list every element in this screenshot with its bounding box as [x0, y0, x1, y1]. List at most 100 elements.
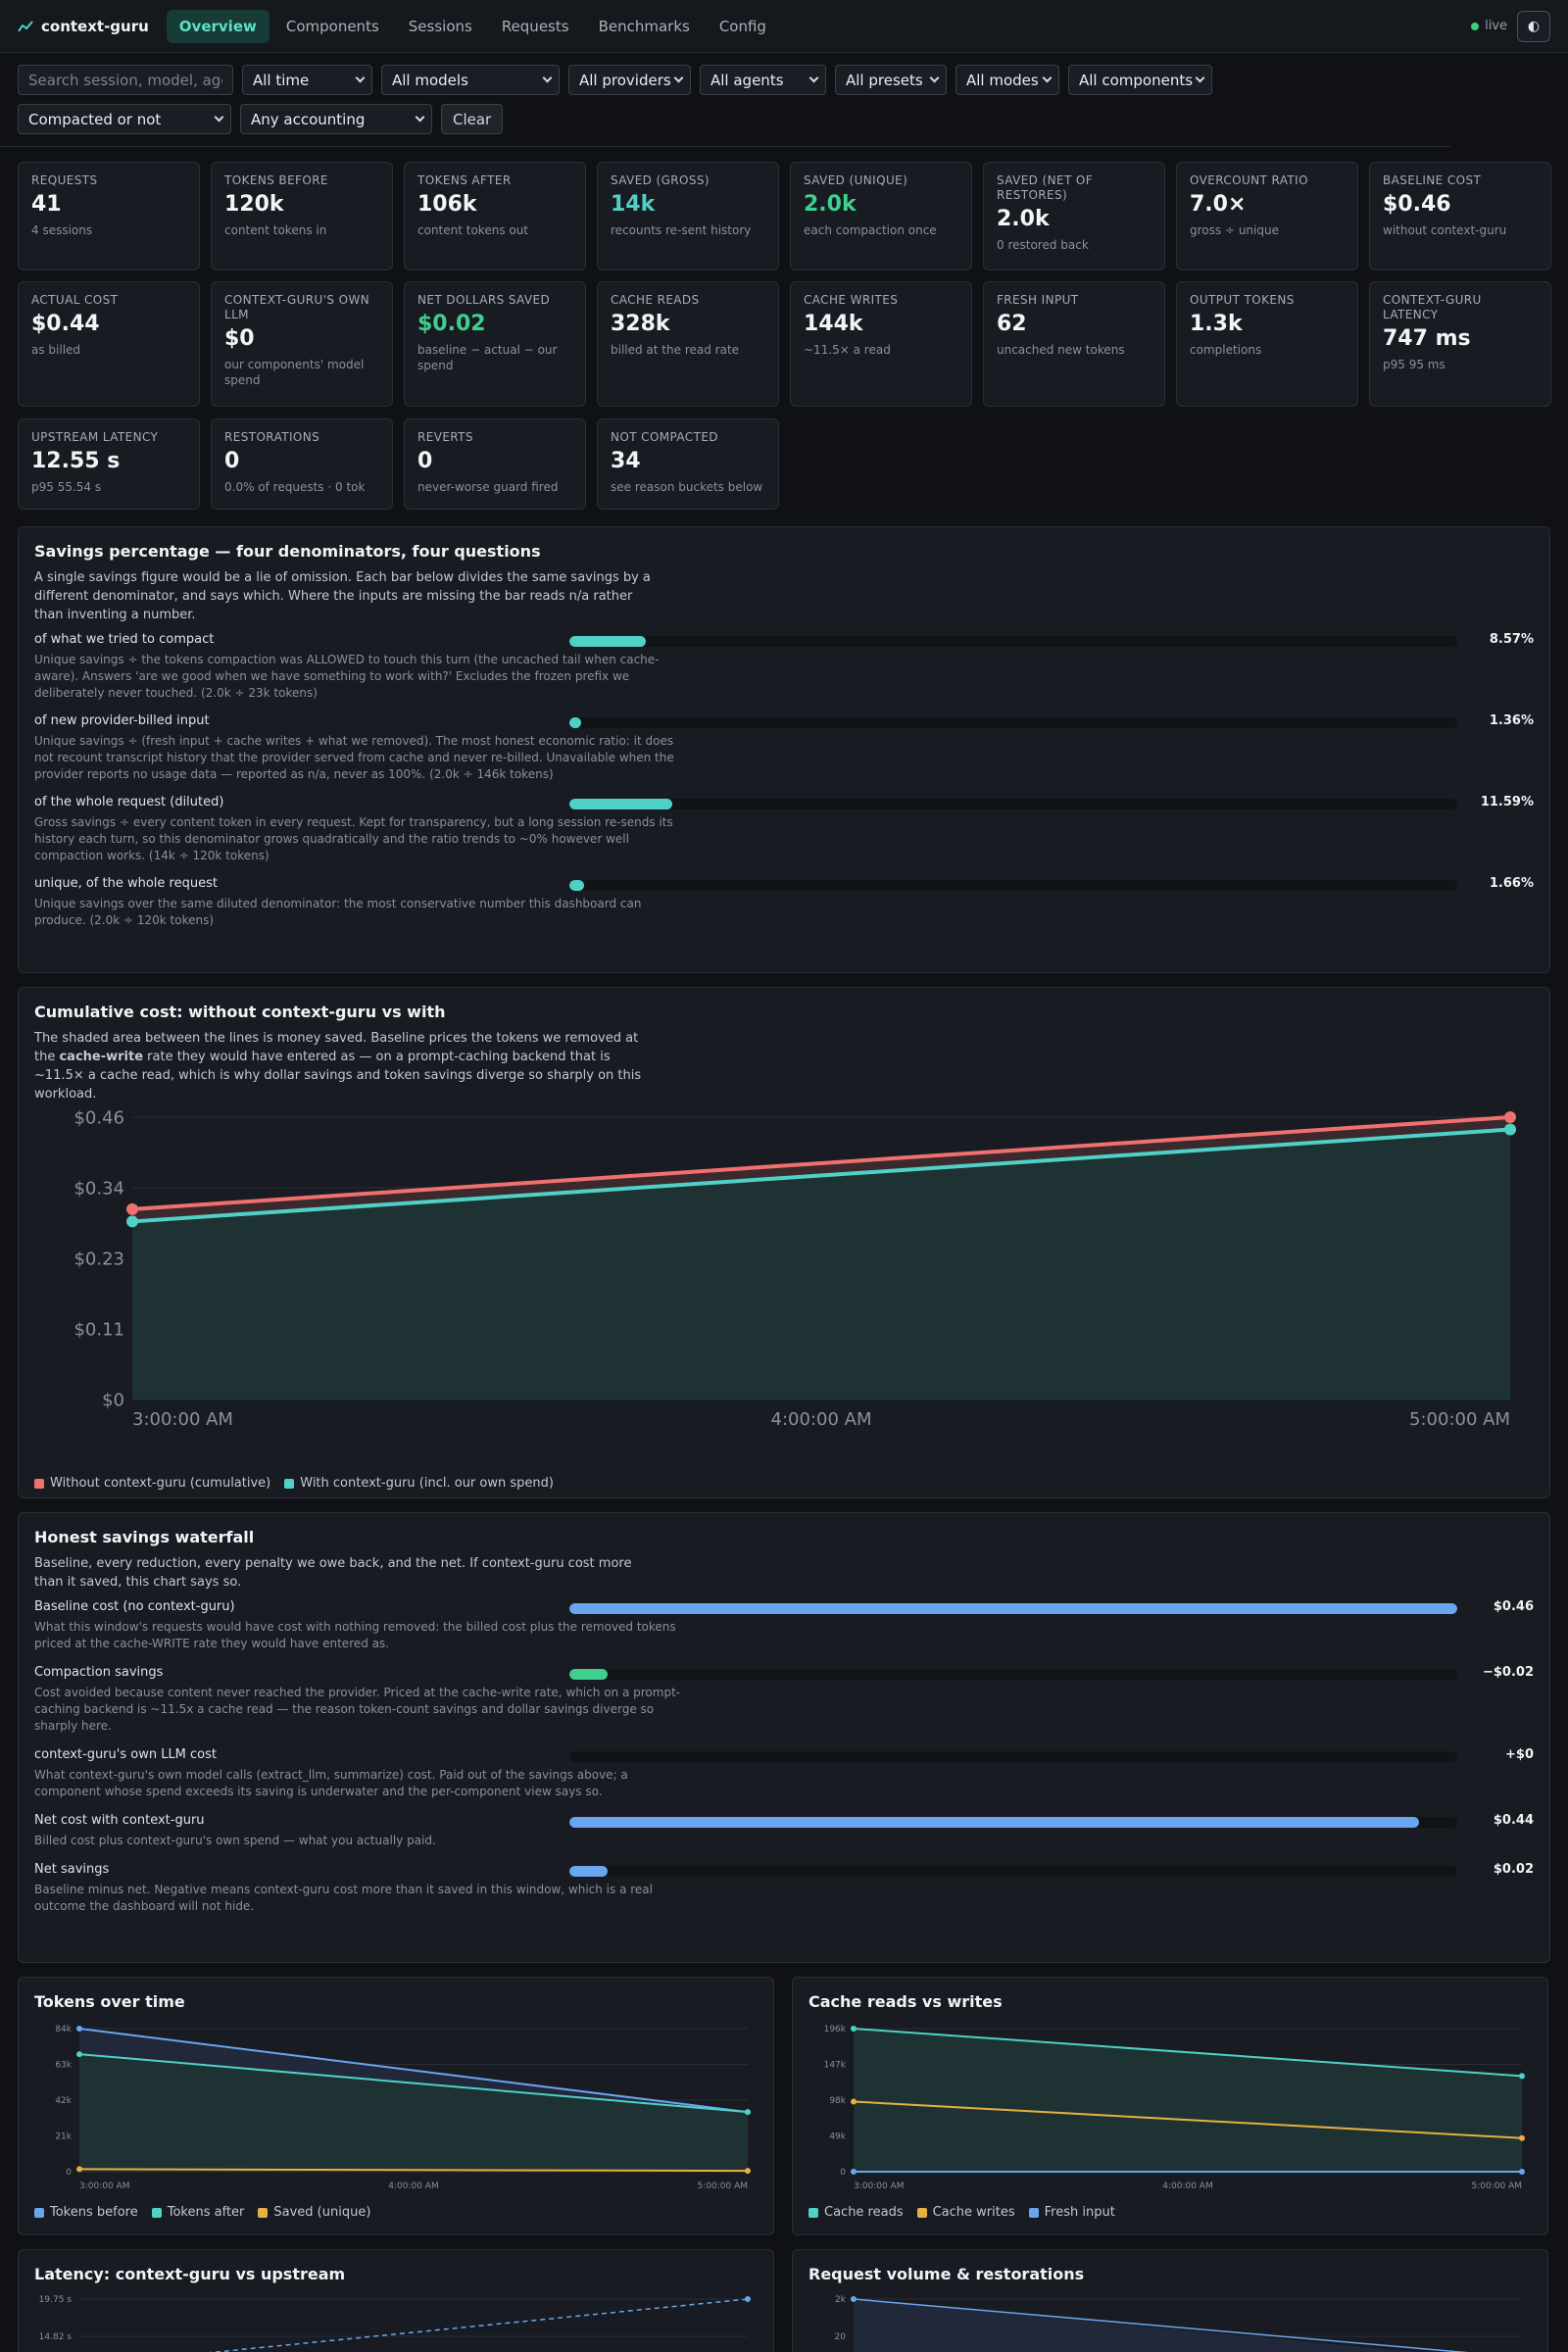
kpi-card-saved-unique-[interactable]: Saved (unique) 2.0k each compaction once — [790, 162, 972, 270]
kpi-card-output-tokens[interactable]: Output tokens 1.3k completions — [1176, 281, 1358, 407]
kpi-label: Saved (gross) — [611, 173, 710, 187]
kpi-card-context-guru-s-own-llm[interactable]: Context-guru's own LLM $0 our components' … — [211, 281, 393, 407]
y-tick-label: 49k — [829, 2132, 846, 2142]
filter-select-all-modes[interactable]: All modes — [956, 65, 1059, 95]
chevron-down-icon — [542, 73, 553, 83]
data-point[interactable] — [851, 2098, 857, 2105]
legend-item-fresh-input[interactable]: Fresh input — [1028, 2205, 1115, 2220]
kpi-card-cache-reads[interactable]: Cache reads 328k billed at the read rate — [597, 281, 779, 407]
kpi-sub: as billed — [31, 343, 81, 357]
data-point[interactable] — [126, 1202, 138, 1215]
nav-tab-sessions[interactable]: Sessions — [408, 17, 472, 35]
legend-item-tokens-before[interactable]: Tokens before — [34, 2205, 138, 2220]
filter-select-value: Compacted or not — [28, 110, 162, 128]
theme-toggle-button[interactable]: ◐ — [1517, 10, 1550, 42]
kpi-label: Upstream latency — [31, 430, 159, 444]
x-tick-label: 5:00:00 AM — [698, 2181, 748, 2191]
filter-select-value: All models — [392, 71, 468, 89]
savings-bar-label: of new provider-billed input — [34, 713, 210, 728]
data-point[interactable] — [76, 2026, 82, 2032]
legend-swatch — [916, 2207, 927, 2218]
kpi-card-tokens-after[interactable]: Tokens after 106k content tokens out — [404, 162, 586, 270]
kpi-card-context-guru-latency[interactable]: Context-guru latency 747 ms p95 95 ms — [1369, 281, 1551, 407]
brand[interactable]: context-guru — [18, 18, 149, 35]
filter-bar: Search session, model, age All time All m… — [0, 53, 1450, 147]
series-line-1 — [131, 1127, 1511, 1224]
kpi-card-actual-cost[interactable]: Actual cost $0.44 as billed — [18, 281, 200, 407]
savings-bar-track — [569, 880, 1457, 891]
filter-select-all-models[interactable]: All models — [381, 65, 560, 95]
kpi-label: Tokens after — [417, 173, 512, 187]
data-point[interactable] — [1519, 2073, 1525, 2080]
data-point[interactable] — [126, 1215, 138, 1228]
clear-filters-button[interactable]: Clear — [441, 104, 504, 134]
kpi-card-tokens-before[interactable]: Tokens before 120k content tokens in — [211, 162, 393, 270]
data-point[interactable] — [745, 2168, 751, 2175]
savings-bar-value: 11.59% — [1480, 795, 1534, 809]
kpi-sub: p95 95 ms — [1383, 358, 1446, 371]
filter-select-any-accounting[interactable]: Any accounting — [240, 104, 432, 134]
data-point[interactable] — [851, 2026, 857, 2032]
nav-tab-components[interactable]: Components — [285, 17, 379, 35]
kpi-card-saved-gross-[interactable]: Saved (gross) 14k recounts re-sent history — [597, 162, 779, 270]
nav-tab-config[interactable]: Config — [718, 17, 766, 35]
legend-swatch — [284, 1478, 295, 1489]
legend-item-cache-writes[interactable]: Cache writes — [916, 2205, 1015, 2220]
y-tick-label: 98k — [829, 2096, 846, 2106]
legend-item-with[interactable]: With context-guru (incl. our own spend) — [284, 1476, 554, 1491]
cumulative-legend: Without context-guru (cumulative) With c… — [34, 1476, 554, 1491]
data-point[interactable] — [1504, 1123, 1516, 1136]
legend-label: With context-guru (incl. our own spend) — [300, 1476, 554, 1491]
waterfall-row: context-guru's own LLM cost +$0 What conte… — [34, 1747, 1534, 1800]
kpi-label: Requests — [31, 173, 98, 187]
nav-tab-overview[interactable]: Overview — [166, 9, 270, 43]
data-point[interactable] — [76, 2051, 82, 2058]
kpi-card-saved-net-of-restores-[interactable]: Saved (net of restores) 2.0k 0 restored ba… — [983, 162, 1165, 270]
cache-legend: Cache reads Cache writes Fresh input — [808, 2205, 1115, 2220]
waterfall-label: Net savings — [34, 1862, 110, 1877]
filter-select-all-providers[interactable]: All providers — [568, 65, 691, 95]
savings-bar-fill — [569, 880, 585, 891]
filter-select-all-presets[interactable]: All presets — [835, 65, 947, 95]
data-point[interactable] — [76, 2166, 82, 2173]
kpi-card-cache-writes[interactable]: Cache writes 144k ~11.5× a read — [790, 281, 972, 407]
y-tick-label: 19.75 s — [39, 2295, 73, 2305]
filter-select-all-agents[interactable]: All agents — [700, 65, 826, 95]
kpi-value: 120k — [224, 192, 284, 217]
search-input[interactable]: Search session, model, age — [18, 65, 233, 95]
legend-swatch — [808, 2207, 818, 2218]
savings-bar-track — [569, 799, 1457, 809]
data-point[interactable] — [851, 2296, 857, 2302]
filter-select-value: All providers — [579, 71, 671, 89]
filter-select-all-time[interactable]: All time — [242, 65, 372, 95]
nav-tab-requests[interactable]: Requests — [501, 17, 569, 35]
data-point[interactable] — [1519, 2134, 1525, 2141]
kpi-label: Saved (unique) — [804, 173, 908, 187]
kpi-card-reverts[interactable]: Reverts 0 never-worse guard fired — [404, 418, 586, 510]
data-point[interactable] — [745, 2296, 751, 2302]
kpi-card-fresh-input[interactable]: Fresh input 62 uncached new tokens — [983, 281, 1165, 407]
kpi-card-requests[interactable]: Requests 41 4 sessions — [18, 162, 200, 270]
kpi-card-not-compacted[interactable]: Not compacted 34 see reason buckets below — [597, 418, 779, 510]
legend-label: Cache reads — [824, 2205, 904, 2220]
data-point[interactable] — [745, 2109, 751, 2116]
kpi-card-baseline-cost[interactable]: Baseline cost $0.46 without context-guru — [1369, 162, 1551, 270]
savings-bar-desc: Unique savings over the same diluted den… — [34, 897, 642, 927]
legend-item-saved-unique[interactable]: Saved (unique) — [258, 2205, 370, 2220]
legend-item-cache-reads[interactable]: Cache reads — [808, 2205, 904, 2220]
nav-tab-benchmarks[interactable]: Benchmarks — [598, 17, 690, 35]
data-point[interactable] — [1504, 1111, 1516, 1123]
filter-select-all-components[interactable]: All components — [1068, 65, 1212, 95]
data-point[interactable] — [1519, 2169, 1525, 2175]
data-point[interactable] — [851, 2169, 857, 2175]
kpi-card-overcount-ratio[interactable]: Overcount ratio 7.0× gross ÷ unique — [1176, 162, 1358, 270]
filter-select-compacted-or-not[interactable]: Compacted or not — [18, 104, 231, 134]
kpi-card-restorations[interactable]: Restorations 0 0.0% of requests · 0 tok — [211, 418, 393, 510]
legend-swatch — [151, 2207, 162, 2218]
brand-name: context-guru — [41, 17, 149, 35]
kpi-value: $0 — [224, 326, 255, 351]
legend-item-tokens-after[interactable]: Tokens after — [151, 2205, 244, 2220]
legend-item-without[interactable]: Without context-guru (cumulative) — [34, 1476, 270, 1491]
kpi-card-upstream-latency[interactable]: Upstream latency 12.55 s p95 55.54 s — [18, 418, 200, 510]
